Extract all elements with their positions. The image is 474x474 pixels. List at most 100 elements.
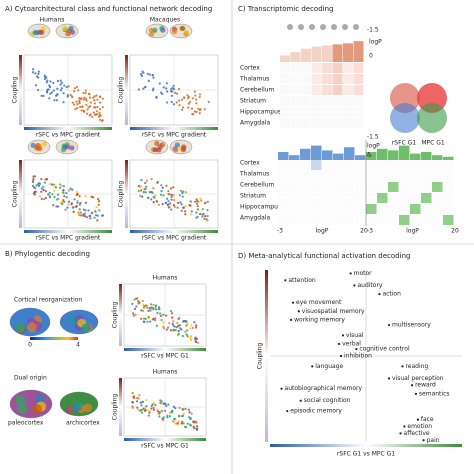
heat-cell xyxy=(343,63,353,73)
label: Amygdala xyxy=(240,120,270,127)
dot xyxy=(155,324,158,327)
heat-cell xyxy=(399,182,410,192)
dot xyxy=(79,211,82,214)
dot xyxy=(182,96,186,99)
dot xyxy=(188,203,191,207)
dot xyxy=(175,101,178,104)
brain-patch xyxy=(30,142,36,148)
dot xyxy=(85,216,88,219)
dot xyxy=(31,68,35,71)
dot xyxy=(131,302,134,305)
dot xyxy=(95,206,98,209)
label: rSFC vs MPC gradient xyxy=(142,235,207,242)
dot xyxy=(47,193,50,196)
label: motor xyxy=(354,270,373,277)
dot xyxy=(195,216,198,219)
heat-cell xyxy=(333,171,344,181)
heat-cell xyxy=(355,171,366,181)
heat-cell xyxy=(377,215,388,225)
dot xyxy=(189,213,193,216)
dot xyxy=(161,186,164,189)
dot xyxy=(84,89,87,92)
dot xyxy=(155,96,158,99)
brain-patch xyxy=(83,403,93,413)
dot xyxy=(131,401,135,404)
dot xyxy=(42,188,45,192)
dot xyxy=(147,409,150,412)
y-colorbar xyxy=(19,55,22,125)
dot xyxy=(93,106,96,109)
dot xyxy=(198,112,201,115)
heat-cell xyxy=(311,160,322,170)
label: Cerebellum xyxy=(240,182,275,189)
dot xyxy=(196,341,199,344)
heat-cell xyxy=(311,74,322,84)
stage-icon xyxy=(331,24,337,30)
dot xyxy=(196,205,199,208)
dot xyxy=(166,101,169,104)
heat-cell xyxy=(311,63,322,73)
dot xyxy=(180,203,183,206)
dot xyxy=(56,79,60,83)
heat-cell xyxy=(322,204,333,214)
dot xyxy=(52,81,55,85)
dot xyxy=(60,81,64,84)
brain-surface xyxy=(9,389,53,419)
dot xyxy=(93,98,96,102)
dot xyxy=(90,212,93,215)
heat-cell xyxy=(410,160,421,170)
dot xyxy=(147,196,150,200)
dot xyxy=(147,315,150,319)
term-dot xyxy=(401,365,404,368)
dot xyxy=(144,187,147,191)
dot xyxy=(169,309,173,313)
dot xyxy=(101,119,104,123)
dot xyxy=(71,188,74,191)
label: rSFC G1 xyxy=(392,140,416,147)
heat-cell xyxy=(333,160,344,170)
heat-cell xyxy=(322,85,332,95)
stage-icon xyxy=(287,24,293,30)
dot xyxy=(42,94,45,98)
dot xyxy=(166,90,169,93)
dot xyxy=(59,79,62,82)
term-dot xyxy=(284,279,287,282)
label: paleocortex xyxy=(8,420,44,427)
heat-bar xyxy=(280,55,290,62)
dot xyxy=(101,214,105,217)
dot xyxy=(194,200,197,203)
dot xyxy=(82,214,85,217)
dot xyxy=(96,197,100,201)
dot xyxy=(142,191,145,194)
dot xyxy=(79,105,82,108)
dot xyxy=(162,416,165,419)
dot xyxy=(156,408,159,411)
dot xyxy=(159,402,162,405)
dot xyxy=(176,92,179,95)
dot xyxy=(78,194,81,198)
dot xyxy=(70,202,73,205)
label: reading xyxy=(405,363,428,370)
label: -3 xyxy=(367,228,373,235)
heat-cell xyxy=(289,160,300,170)
dot xyxy=(132,314,135,317)
dot xyxy=(75,100,78,103)
dot xyxy=(152,408,155,411)
label: B) Phylogentic decoding xyxy=(5,250,90,258)
dot xyxy=(87,209,90,212)
dot xyxy=(203,217,206,220)
heat-cell xyxy=(410,193,421,203)
dot xyxy=(78,208,81,211)
heat-cell xyxy=(290,63,301,73)
heat-cell xyxy=(343,85,353,95)
heat-cell xyxy=(311,85,322,95)
heat-cell xyxy=(311,204,322,214)
heat-cell xyxy=(333,215,344,225)
dot xyxy=(160,409,164,412)
label: Cortical reorganization xyxy=(14,297,82,304)
heat-cell xyxy=(366,204,377,214)
heat-cell xyxy=(432,193,443,203)
dot xyxy=(173,420,176,424)
brain-patch xyxy=(17,403,28,414)
dot xyxy=(167,200,170,203)
